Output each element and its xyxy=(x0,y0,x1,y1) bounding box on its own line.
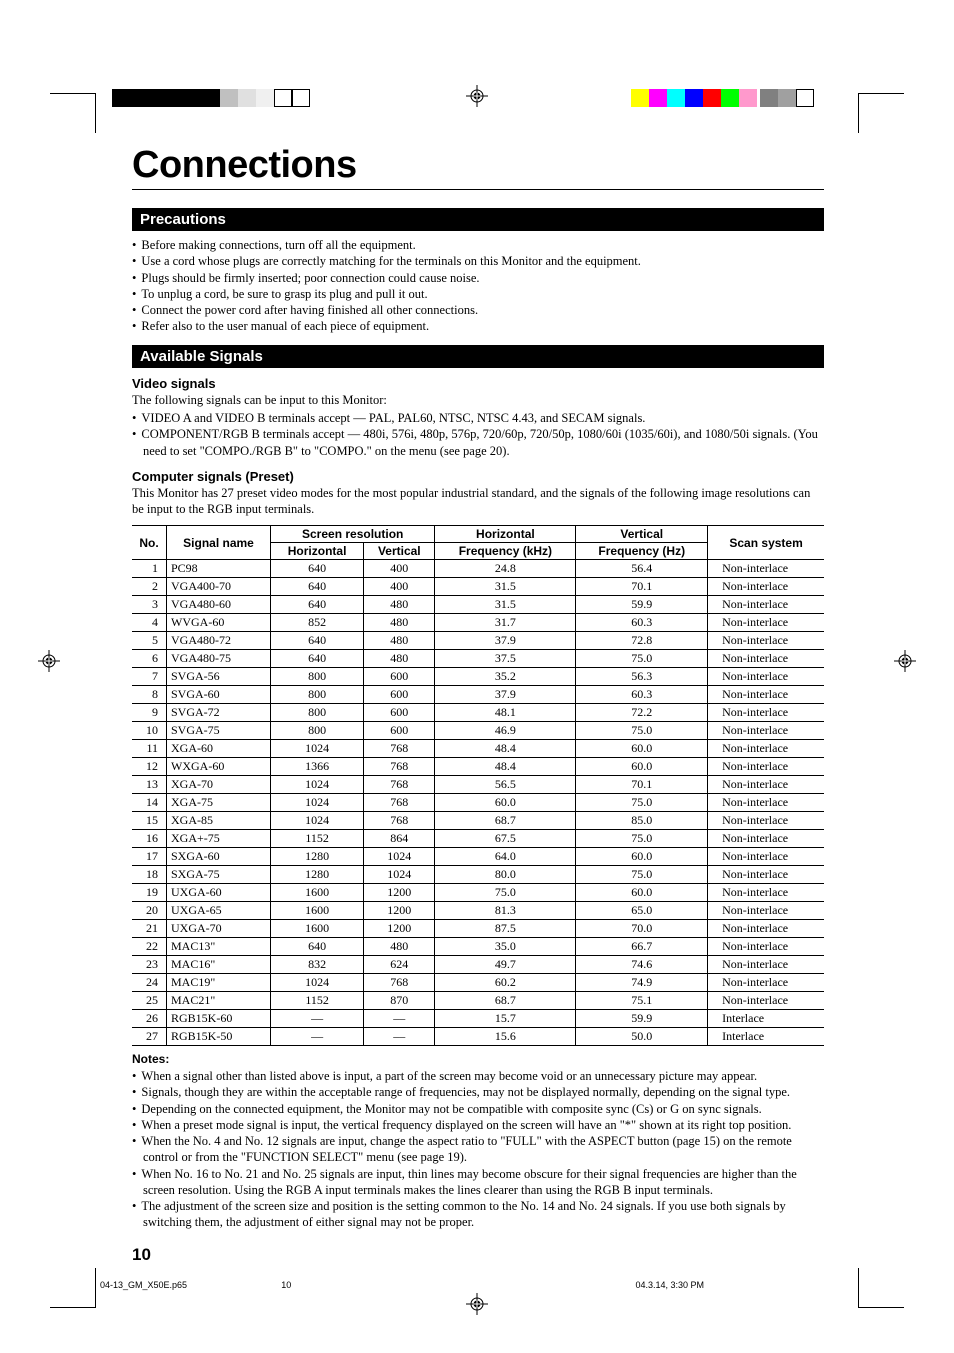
table-row: 25MAC21"115287068.775.1Non-interlace xyxy=(132,992,824,1010)
list-item: Before making connections, turn off all … xyxy=(132,237,824,253)
list-item: VIDEO A and VIDEO B terminals accept — P… xyxy=(132,410,824,426)
registration-mark xyxy=(894,650,916,672)
section-heading-available-signals: Available Signals xyxy=(132,345,824,368)
table-row: 17SXGA-601280102464.060.0Non-interlace xyxy=(132,848,824,866)
signals-table: No. Signal name Screen resolution Horizo… xyxy=(132,525,824,1046)
notes-list: When a signal other than listed above is… xyxy=(132,1068,824,1231)
footer-pagenum: 10 xyxy=(281,1280,291,1290)
grayscale-bar xyxy=(112,89,310,107)
page-number: 10 xyxy=(132,1245,824,1265)
video-bullets: VIDEO A and VIDEO B terminals accept — P… xyxy=(132,410,824,459)
registration-mark xyxy=(38,650,60,672)
col-signal: Signal name xyxy=(167,526,271,560)
table-row: 1PC9864040024.856.4Non-interlace xyxy=(132,560,824,578)
footer-filename: 04-13_GM_X50E.p65 xyxy=(100,1280,187,1290)
table-row: 6VGA480-7564048037.575.0Non-interlace xyxy=(132,650,824,668)
col-no: No. xyxy=(132,526,167,560)
table-row: 4WVGA-6085248031.760.3Non-interlace xyxy=(132,614,824,632)
table-row: 24MAC19"102476860.274.9Non-interlace xyxy=(132,974,824,992)
col-screen-res: Screen resolution xyxy=(271,526,435,543)
table-row: 7SVGA-5680060035.256.3Non-interlace xyxy=(132,668,824,686)
list-item: Connect the power cord after having fini… xyxy=(132,302,824,318)
list-item: When No. 16 to No. 21 and No. 25 signals… xyxy=(132,1166,824,1199)
title-rule xyxy=(132,189,824,190)
col-vfreq: Vertical xyxy=(576,526,708,543)
table-row: 16XGA+-75115286467.575.0Non-interlace xyxy=(132,830,824,848)
list-item: Use a cord whose plugs are correctly mat… xyxy=(132,253,824,269)
video-signals-heading: Video signals xyxy=(132,376,824,391)
page: Connections Precautions Before making co… xyxy=(0,0,954,1353)
crop-mark xyxy=(50,1268,95,1308)
list-item: Signals, though they are within the acce… xyxy=(132,1084,824,1100)
list-item: When a signal other than listed above is… xyxy=(132,1068,824,1084)
list-item: Depending on the connected equipment, th… xyxy=(132,1101,824,1117)
col-hfreq: Horizontal xyxy=(435,526,576,543)
table-row: 21UXGA-701600120087.570.0Non-interlace xyxy=(132,920,824,938)
table-row: 12WXGA-60136676848.460.0Non-interlace xyxy=(132,758,824,776)
table-row: 3VGA480-6064048031.559.9Non-interlace xyxy=(132,596,824,614)
table-row: 20UXGA-651600120081.365.0Non-interlace xyxy=(132,902,824,920)
table-row: 27RGB15K-50––––15.650.0Interlace xyxy=(132,1028,824,1046)
list-item: To unplug a cord, be sure to grasp its p… xyxy=(132,286,824,302)
content-area: Connections Precautions Before making co… xyxy=(132,140,824,1265)
crop-mark xyxy=(859,1268,904,1308)
col-hfreq-sub: Frequency (kHz) xyxy=(435,543,576,560)
table-row: 2VGA400-7064040031.570.1Non-interlace xyxy=(132,578,824,596)
table-row: 18SXGA-751280102480.075.0Non-interlace xyxy=(132,866,824,884)
footer: 04-13_GM_X50E.p65 10 04.3.14, 3:30 PM xyxy=(100,1280,854,1290)
table-row: 11XGA-60102476848.460.0Non-interlace xyxy=(132,740,824,758)
col-horizontal: Horizontal xyxy=(271,543,364,560)
table-row: 8SVGA-6080060037.960.3Non-interlace xyxy=(132,686,824,704)
list-item: Plugs should be firmly inserted; poor co… xyxy=(132,270,824,286)
table-row: 23MAC16"83262449.774.6Non-interlace xyxy=(132,956,824,974)
list-item: When the No. 4 and No. 12 signals are in… xyxy=(132,1133,824,1166)
col-vertical: Vertical xyxy=(364,543,435,560)
computer-intro: This Monitor has 27 preset video modes f… xyxy=(132,486,824,517)
table-row: 13XGA-70102476856.570.1Non-interlace xyxy=(132,776,824,794)
notes-heading: Notes: xyxy=(132,1052,824,1066)
section-heading-precautions: Precautions xyxy=(132,208,824,231)
video-intro: The following signals can be input to th… xyxy=(132,393,824,409)
list-item: COMPONENT/RGB B terminals accept — 480i,… xyxy=(132,426,824,459)
table-row: 19UXGA-601600120075.060.0Non-interlace xyxy=(132,884,824,902)
list-item: The adjustment of the screen size and po… xyxy=(132,1198,824,1231)
crop-mark xyxy=(859,93,904,133)
table-row: 26RGB15K-60––––15.759.9Interlace xyxy=(132,1010,824,1028)
table-row: 9SVGA-7280060048.172.2Non-interlace xyxy=(132,704,824,722)
footer-timestamp: 04.3.14, 3:30 PM xyxy=(635,1280,704,1290)
table-row: 15XGA-85102476868.785.0Non-interlace xyxy=(132,812,824,830)
registration-mark xyxy=(466,1293,488,1315)
registration-mark xyxy=(466,85,488,107)
computer-signals-heading: Computer signals (Preset) xyxy=(132,469,824,484)
table-row: 10SVGA-7580060046.975.0Non-interlace xyxy=(132,722,824,740)
col-vfreq-sub: Frequency (Hz) xyxy=(576,543,708,560)
table-row: 14XGA-75102476860.075.0Non-interlace xyxy=(132,794,824,812)
col-scan: Scan system xyxy=(708,526,824,560)
precautions-list: Before making connections, turn off all … xyxy=(132,237,824,335)
page-title: Connections xyxy=(132,144,824,187)
list-item: Refer also to the user manual of each pi… xyxy=(132,318,824,334)
color-bar xyxy=(631,89,814,107)
list-item: When a preset mode signal is input, the … xyxy=(132,1117,824,1133)
table-row: 22MAC13"64048035.066.7Non-interlace xyxy=(132,938,824,956)
crop-mark xyxy=(50,93,95,133)
table-row: 5VGA480-7264048037.972.8Non-interlace xyxy=(132,632,824,650)
